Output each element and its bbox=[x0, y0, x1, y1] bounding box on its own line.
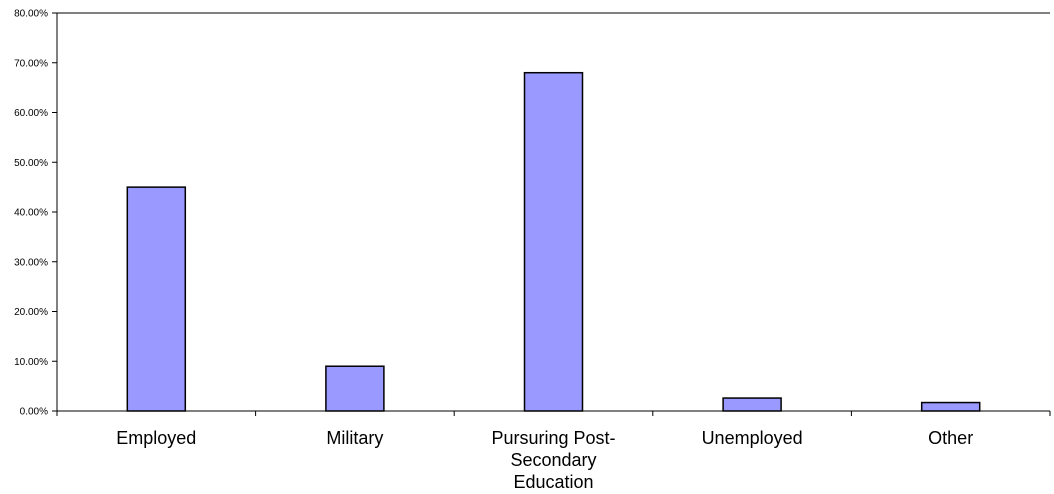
y-tick-label: 40.00% bbox=[14, 208, 48, 219]
y-tick-label: 60.00% bbox=[14, 108, 48, 119]
x-tick-label: Unemployed bbox=[702, 428, 803, 448]
bar bbox=[920, 401, 981, 412]
y-tick-label: 20.00% bbox=[14, 307, 48, 318]
x-tick-label: Pursuring Post- bbox=[491, 428, 615, 448]
y-tick-label: 80.00% bbox=[14, 9, 48, 20]
y-tick-label: 0.00% bbox=[20, 407, 48, 418]
x-tick-label: Military bbox=[326, 428, 383, 448]
y-tick-label: 30.00% bbox=[14, 257, 48, 268]
x-tick-label: Secondary bbox=[510, 450, 596, 470]
bar bbox=[722, 397, 782, 412]
y-tick-label: 50.00% bbox=[14, 158, 48, 169]
x-tick-label: Employed bbox=[116, 428, 196, 448]
y-axis: 0.00% 10.00% 20.00% 30.00% 40.00% 50.00% 60.00… bbox=[14, 9, 1050, 418]
x-tick-label: Education bbox=[513, 472, 593, 492]
bar bbox=[325, 365, 385, 412]
y-tick-label: 70.00% bbox=[14, 58, 48, 69]
y-tick-label: 10.00% bbox=[14, 357, 48, 368]
bar bbox=[523, 71, 584, 412]
bar bbox=[126, 186, 187, 412]
x-axis: Employed Military Pursuring Post-Secondary… bbox=[56, 410, 1051, 492]
x-tick-label: Other bbox=[928, 428, 973, 448]
bars bbox=[126, 71, 981, 412]
